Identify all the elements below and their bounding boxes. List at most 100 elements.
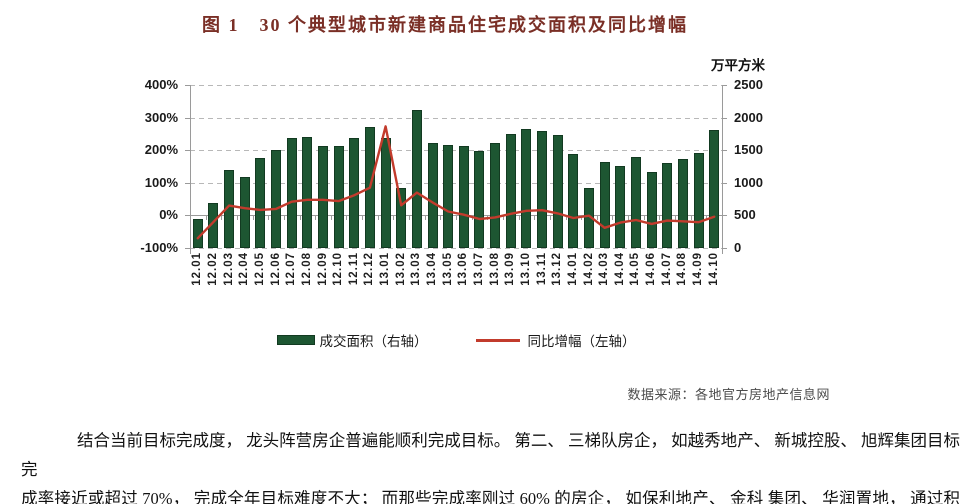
bar bbox=[318, 145, 328, 248]
category-axis-tick bbox=[487, 215, 489, 221]
category-axis-tick bbox=[440, 215, 442, 221]
category-axis-tick bbox=[205, 215, 207, 221]
x-axis-label: 12.04 bbox=[238, 252, 251, 286]
category-axis-tick bbox=[424, 215, 426, 221]
bar bbox=[255, 158, 266, 248]
category-axis-tick bbox=[299, 215, 301, 221]
bar bbox=[662, 162, 673, 248]
category-axis-tick bbox=[221, 215, 223, 221]
legend-bar-swatch bbox=[276, 335, 315, 345]
category-axis-tick bbox=[315, 215, 317, 221]
x-axis-label: 14.09 bbox=[692, 252, 705, 286]
bar bbox=[333, 145, 344, 248]
bar bbox=[396, 188, 407, 248]
x-axis-label: 12.12 bbox=[363, 252, 376, 286]
bar bbox=[349, 137, 360, 248]
left-axis-label: 200% bbox=[144, 142, 178, 158]
x-axis-label: 14.07 bbox=[660, 252, 673, 286]
bar bbox=[224, 169, 235, 248]
x-axis-label: 13.02 bbox=[394, 252, 407, 286]
category-axis-tick bbox=[283, 215, 285, 221]
category-axis-tick bbox=[471, 215, 473, 221]
x-axis-label: 14.03 bbox=[598, 252, 611, 286]
bar bbox=[380, 137, 391, 248]
category-axis-tick bbox=[643, 215, 645, 221]
category-axis-tick bbox=[534, 215, 536, 221]
right-axis-tick bbox=[722, 150, 727, 152]
bar bbox=[411, 110, 422, 248]
category-axis-tick bbox=[675, 215, 677, 221]
left-axis-tick bbox=[185, 215, 190, 217]
x-axis-label: 12.02 bbox=[206, 252, 219, 286]
right-axis-label: 1000 bbox=[734, 174, 763, 190]
gridline bbox=[190, 182, 722, 184]
left-axis-label: -100% bbox=[140, 240, 178, 255]
right-axis-tick bbox=[722, 215, 727, 217]
gridline bbox=[190, 85, 722, 86]
right-axis-tick bbox=[722, 248, 727, 249]
right-axis-label: 0 bbox=[734, 240, 742, 255]
x-axis-label: 12.03 bbox=[222, 252, 235, 286]
chart-legend: 成交面积（右轴） 同比增幅（左轴） bbox=[190, 330, 722, 350]
x-axis-label: 13.05 bbox=[441, 252, 454, 286]
x-axis-label: 14.04 bbox=[613, 252, 626, 286]
x-axis-label: 12.09 bbox=[316, 252, 329, 286]
category-axis-tick bbox=[502, 215, 504, 221]
right-axis-label: 1500 bbox=[734, 142, 763, 158]
category-axis-tick bbox=[346, 215, 348, 221]
x-axis-label: 13.08 bbox=[488, 252, 501, 286]
right-axis-tick bbox=[722, 117, 727, 119]
category-axis-tick bbox=[456, 215, 457, 221]
x-axis-label: 14.05 bbox=[629, 252, 642, 286]
category-axis-tick bbox=[252, 215, 254, 221]
x-axis-label: 14.02 bbox=[582, 252, 595, 286]
x-axis-label: 12.08 bbox=[300, 252, 313, 286]
category-axis-tick bbox=[236, 215, 238, 221]
category-axis-tick bbox=[393, 215, 395, 221]
bar bbox=[286, 137, 297, 248]
body-paragraph: 结合当前目标完成度， 龙头阵营房企普遍能顺利完成目标。 第二、 三梯队房企， 如… bbox=[21, 426, 960, 504]
paragraph-line-2: 成率接近或超过 70%， 完成全年目标难度不大； 而那些完成率刚过 60% 的房… bbox=[21, 489, 960, 504]
left-axis-label: 100% bbox=[144, 174, 178, 190]
category-axis-tick bbox=[659, 215, 661, 221]
x-axis-label: 14.08 bbox=[676, 252, 689, 286]
legend-line-swatch bbox=[475, 338, 520, 342]
legend-line-label: 同比增幅（左轴） bbox=[527, 334, 636, 349]
right-axis-tick bbox=[722, 85, 727, 86]
gridline bbox=[190, 117, 722, 119]
category-axis-tick bbox=[409, 215, 411, 221]
x-axis-label: 13.01 bbox=[379, 252, 392, 286]
paragraph-line-1: 结合当前目标完成度， 龙头阵营房企普遍能顺利完成目标。 第二、 三梯队房企， 如… bbox=[21, 431, 960, 479]
bar bbox=[521, 129, 532, 248]
category-axis-tick bbox=[377, 215, 379, 221]
left-axis-tick bbox=[185, 182, 190, 184]
x-axis-label: 12.10 bbox=[332, 252, 345, 286]
bar bbox=[537, 130, 548, 248]
x-axis-label: 13.03 bbox=[410, 252, 423, 286]
x-axis-label: 14.06 bbox=[645, 252, 658, 286]
x-axis-label: 13.11 bbox=[535, 252, 548, 286]
x-axis-label: 13.04 bbox=[426, 252, 439, 286]
bar bbox=[443, 144, 454, 248]
bar bbox=[364, 127, 375, 248]
category-axis-tick bbox=[690, 215, 692, 221]
right-axis-label: 500 bbox=[734, 207, 756, 223]
category-axis-tick bbox=[581, 215, 583, 221]
bar bbox=[630, 156, 641, 248]
x-axis-label: 12.11 bbox=[347, 252, 360, 286]
legend-bar-label: 成交面积（右轴） bbox=[319, 334, 428, 349]
bar bbox=[239, 176, 250, 248]
data-source-note: 数据来源：各地官方房地产信息网 bbox=[627, 387, 830, 402]
left-axis-label: 400% bbox=[144, 77, 178, 92]
x-axis-label: 14.01 bbox=[566, 252, 579, 286]
x-axis-label: 12.05 bbox=[253, 252, 266, 286]
right-axis-label: 2500 bbox=[734, 77, 763, 92]
x-axis-label: 13.09 bbox=[504, 252, 517, 286]
x-axis-label: 12.07 bbox=[285, 252, 298, 286]
bar bbox=[552, 134, 563, 248]
bar bbox=[271, 150, 282, 248]
x-axis-label: 12.01 bbox=[191, 252, 204, 286]
bar bbox=[709, 129, 720, 248]
right-axis-line bbox=[722, 85, 723, 254]
bar bbox=[646, 172, 657, 248]
